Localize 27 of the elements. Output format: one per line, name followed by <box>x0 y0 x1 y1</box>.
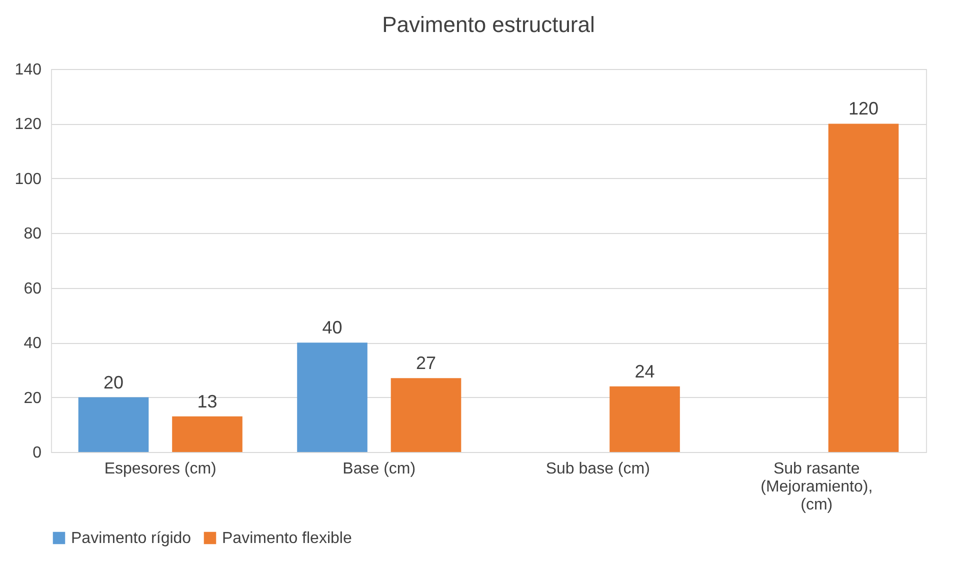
bar <box>172 416 242 452</box>
x-tick-label: Espesores (cm) <box>104 460 216 478</box>
x-tick-label: Base (cm) <box>342 460 416 478</box>
bar <box>828 124 899 452</box>
data-label: 13 <box>197 391 218 412</box>
bar <box>78 397 149 452</box>
data-label: 120 <box>848 98 879 119</box>
legend-label: Pavimento flexible <box>222 530 352 547</box>
data-label: 20 <box>103 372 124 392</box>
bar <box>610 386 680 452</box>
y-tick-label: 120 <box>14 116 42 134</box>
y-tick-label: 140 <box>14 62 42 78</box>
bar <box>297 342 368 452</box>
y-tick-label: 0 <box>32 444 42 462</box>
y-tick-label: 80 <box>24 226 42 243</box>
bar <box>390 378 462 452</box>
legend-label: Pavimento rígido <box>71 530 192 547</box>
x-tick-label: Sub base (cm) <box>546 460 650 478</box>
data-label: 24 <box>634 361 655 382</box>
data-label: 27 <box>416 353 436 374</box>
y-tick-label: 40 <box>24 335 42 352</box>
data-label: 40 <box>322 318 342 338</box>
y-tick-label: 100 <box>14 170 42 188</box>
x-tick-label: Sub rasante (Mejoramiento), (cm) <box>760 460 873 514</box>
y-tick-label: 20 <box>24 390 42 407</box>
chart-title: Pavimento estructural <box>382 12 595 37</box>
y-tick-label: 60 <box>24 280 42 298</box>
